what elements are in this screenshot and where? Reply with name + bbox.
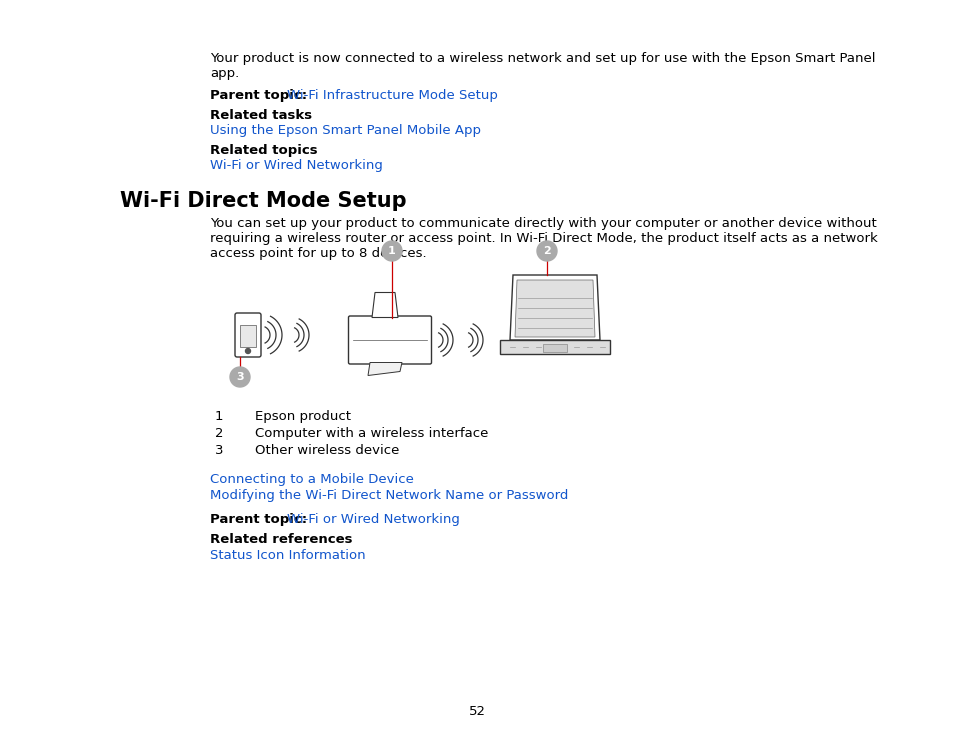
- Text: 52: 52: [468, 705, 485, 718]
- Text: Wi-Fi Infrastructure Mode Setup: Wi-Fi Infrastructure Mode Setup: [287, 89, 497, 102]
- Text: app.: app.: [210, 67, 239, 80]
- Polygon shape: [515, 280, 595, 337]
- Circle shape: [537, 241, 557, 261]
- Text: Connecting to a Mobile Device: Connecting to a Mobile Device: [210, 473, 414, 486]
- Text: 1: 1: [388, 246, 395, 256]
- Text: Parent topic:: Parent topic:: [210, 89, 307, 102]
- Polygon shape: [372, 292, 397, 317]
- Text: Related tasks: Related tasks: [210, 109, 312, 122]
- Text: 3: 3: [236, 372, 244, 382]
- Text: requiring a wireless router or access point. In Wi-Fi Direct Mode, the product i: requiring a wireless router or access po…: [210, 232, 877, 245]
- Text: Computer with a wireless interface: Computer with a wireless interface: [254, 427, 488, 440]
- Text: access point for up to 8 devices.: access point for up to 8 devices.: [210, 247, 426, 260]
- Text: Modifying the Wi-Fi Direct Network Name or Password: Modifying the Wi-Fi Direct Network Name …: [210, 489, 568, 502]
- Circle shape: [381, 241, 401, 261]
- Text: 2: 2: [542, 246, 550, 256]
- Text: You can set up your product to communicate directly with your computer or anothe: You can set up your product to communica…: [210, 217, 876, 230]
- Text: Epson product: Epson product: [254, 410, 351, 423]
- Text: 1: 1: [214, 410, 223, 423]
- Bar: [240, 325, 255, 347]
- Text: Parent topic:: Parent topic:: [210, 513, 307, 526]
- FancyBboxPatch shape: [348, 316, 431, 364]
- Text: Wi-Fi or Wired Networking: Wi-Fi or Wired Networking: [210, 159, 382, 172]
- Text: 2: 2: [214, 427, 223, 440]
- FancyBboxPatch shape: [234, 313, 261, 357]
- Text: Using the Epson Smart Panel Mobile App: Using the Epson Smart Panel Mobile App: [210, 124, 480, 137]
- Text: Related topics: Related topics: [210, 144, 317, 157]
- Bar: [499, 340, 609, 354]
- Text: Wi-Fi or Wired Networking: Wi-Fi or Wired Networking: [287, 513, 459, 526]
- Text: Status Icon Information: Status Icon Information: [210, 549, 365, 562]
- Circle shape: [245, 348, 251, 354]
- Text: Your product is now connected to a wireless network and set up for use with the : Your product is now connected to a wirel…: [210, 52, 875, 65]
- Bar: [542, 344, 566, 352]
- Text: Other wireless device: Other wireless device: [254, 444, 399, 457]
- Text: Wi-Fi Direct Mode Setup: Wi-Fi Direct Mode Setup: [120, 191, 406, 211]
- Text: 3: 3: [214, 444, 223, 457]
- Polygon shape: [510, 275, 599, 340]
- Polygon shape: [368, 362, 401, 376]
- Circle shape: [230, 367, 250, 387]
- Text: Related references: Related references: [210, 533, 352, 546]
